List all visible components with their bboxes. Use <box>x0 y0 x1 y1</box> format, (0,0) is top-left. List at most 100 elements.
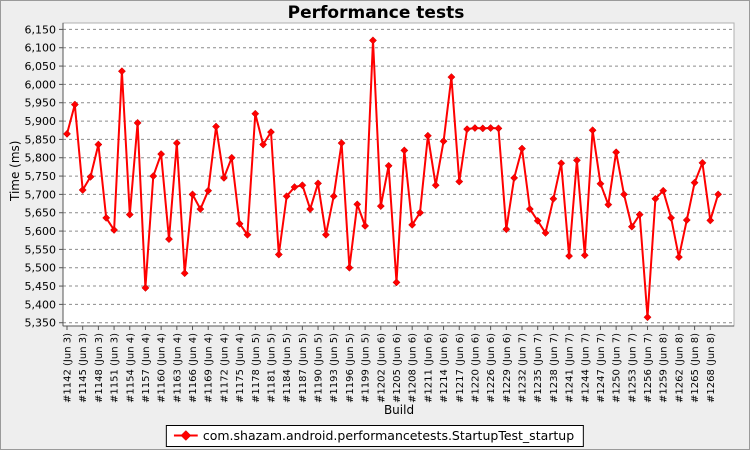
data-point[interactable] <box>651 194 660 203</box>
data-point[interactable] <box>400 146 409 155</box>
legend-series-marker-icon <box>173 430 198 441</box>
data-point[interactable] <box>376 202 385 211</box>
data-point[interactable] <box>706 216 715 225</box>
data-point[interactable] <box>282 192 291 201</box>
data-point[interactable] <box>329 192 338 201</box>
data-point[interactable] <box>384 161 393 170</box>
x-tick-label: #1166 (Jun 4) <box>188 333 199 403</box>
data-point[interactable] <box>431 181 440 190</box>
data-point[interactable] <box>510 173 519 182</box>
x-tick-label: #1163 (Jun 4) <box>172 333 183 403</box>
data-point[interactable] <box>682 216 691 225</box>
data-point[interactable] <box>70 100 79 109</box>
data-point[interactable] <box>518 144 526 153</box>
data-point[interactable] <box>369 36 377 45</box>
data-point[interactable] <box>620 190 628 199</box>
data-point[interactable] <box>455 177 464 186</box>
data-point[interactable] <box>157 150 166 159</box>
data-point[interactable] <box>141 283 150 292</box>
data-point[interactable] <box>188 190 197 199</box>
data-point[interactable] <box>94 140 103 149</box>
data-point[interactable] <box>439 137 448 146</box>
data-point[interactable] <box>267 128 275 137</box>
data-point[interactable] <box>627 222 636 231</box>
data-point[interactable] <box>714 190 723 199</box>
data-point[interactable] <box>408 220 417 229</box>
data-point[interactable] <box>667 213 676 222</box>
data-point[interactable] <box>643 313 652 322</box>
data-point[interactable] <box>541 228 550 237</box>
data-point[interactable] <box>580 251 589 260</box>
data-point[interactable] <box>149 172 158 181</box>
data-point[interactable] <box>565 252 574 260</box>
x-tick-label: #1268 (Jun 8) <box>706 333 717 403</box>
data-point[interactable] <box>659 186 668 195</box>
data-point[interactable] <box>345 263 354 272</box>
x-tick-label: #1241 (Jun 7) <box>565 333 576 403</box>
data-point[interactable] <box>243 230 252 239</box>
data-point[interactable] <box>470 124 479 132</box>
data-point[interactable] <box>204 186 213 195</box>
data-point[interactable] <box>227 153 236 162</box>
data-point[interactable] <box>337 139 346 148</box>
data-point[interactable] <box>133 118 142 127</box>
x-tick-label: #1193 (Jun 5) <box>329 333 340 403</box>
data-point[interactable] <box>172 139 181 148</box>
data-point[interactable] <box>251 109 260 118</box>
data-point[interactable] <box>478 124 487 133</box>
data-point[interactable] <box>102 213 111 222</box>
data-point[interactable] <box>235 219 244 228</box>
data-point[interactable] <box>361 221 370 230</box>
data-point[interactable] <box>86 172 95 181</box>
data-point[interactable] <box>604 200 613 209</box>
data-point[interactable] <box>110 226 119 234</box>
data-point[interactable] <box>423 131 432 140</box>
data-point[interactable] <box>416 208 424 217</box>
data-point[interactable] <box>274 250 283 259</box>
data-point[interactable] <box>125 210 134 219</box>
data-point[interactable] <box>290 183 299 192</box>
data-point[interactable] <box>549 194 558 203</box>
data-point[interactable] <box>572 156 581 165</box>
data-point[interactable] <box>180 269 189 278</box>
x-tick-label: #1181 (Jun 5) <box>266 333 277 403</box>
data-point[interactable] <box>635 210 644 219</box>
data-point[interactable] <box>314 179 322 188</box>
data-point[interactable] <box>212 122 221 131</box>
y-tick-label: 5,900 <box>25 115 57 128</box>
data-point[interactable] <box>698 158 707 167</box>
x-tick-label: #1154 (Jun 4) <box>125 333 136 403</box>
data-point[interactable] <box>447 73 456 82</box>
x-tick-label: #1265 (Jun 8) <box>690 333 701 403</box>
data-point[interactable] <box>117 67 126 76</box>
x-tick-label: #1262 (Jun 8) <box>674 333 685 403</box>
data-point[interactable] <box>298 181 307 190</box>
data-point[interactable] <box>525 205 534 214</box>
data-point[interactable] <box>165 235 173 244</box>
x-tick-label: #1169 (Jun 4) <box>204 333 215 403</box>
data-point[interactable] <box>533 216 542 225</box>
data-point[interactable] <box>494 124 503 133</box>
x-tick-label: #1157 (Jun 4) <box>141 333 152 403</box>
data-point[interactable] <box>219 173 228 182</box>
data-point[interactable] <box>306 205 315 214</box>
data-point[interactable] <box>63 129 71 138</box>
data-point[interactable] <box>612 148 621 157</box>
data-point[interactable] <box>588 126 597 135</box>
data-point[interactable] <box>502 225 511 234</box>
data-point[interactable] <box>596 179 605 188</box>
data-point[interactable] <box>321 230 330 239</box>
data-point[interactable] <box>392 278 401 287</box>
x-tick-label: #1172 (Jun 4) <box>219 333 230 403</box>
data-point[interactable] <box>674 253 683 262</box>
data-point[interactable] <box>78 186 87 194</box>
data-point[interactable] <box>259 140 268 149</box>
data-point[interactable] <box>463 125 472 134</box>
data-point[interactable] <box>690 178 699 187</box>
data-point[interactable] <box>353 200 362 209</box>
data-point[interactable] <box>486 124 495 132</box>
data-point[interactable] <box>557 159 566 168</box>
data-point[interactable] <box>196 205 205 214</box>
x-tick-label: #1145 (Jun 3) <box>78 333 89 403</box>
